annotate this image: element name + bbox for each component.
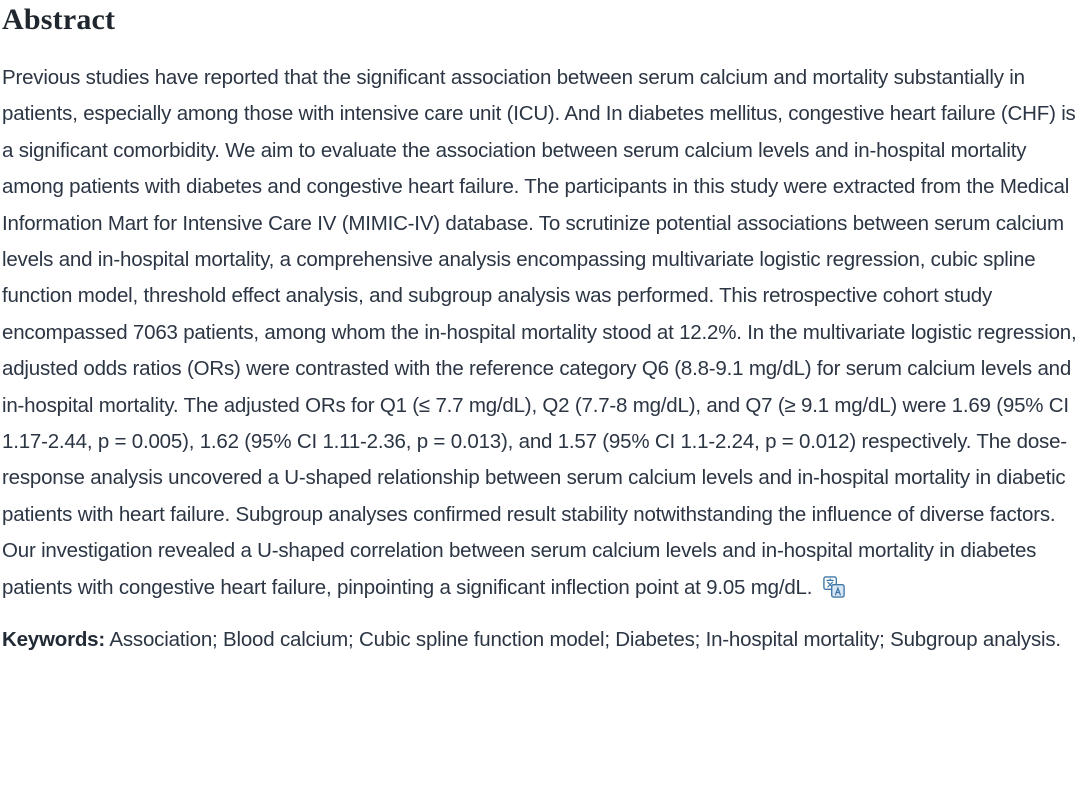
translate-icon[interactable] bbox=[822, 575, 845, 598]
keywords-line: Keywords: Association; Blood calcium; Cu… bbox=[2, 622, 1078, 658]
abstract-section: Abstract Previous studies have reported … bbox=[2, 2, 1078, 658]
abstract-heading-text: Abstract bbox=[2, 3, 116, 36]
abstract-heading: Abstract bbox=[2, 2, 1078, 38]
abstract-paragraph-text: Previous studies have reported that the … bbox=[2, 66, 1077, 599]
keywords-label: Keywords: bbox=[2, 628, 106, 652]
abstract-paragraph: Previous studies have reported that the … bbox=[2, 60, 1078, 606]
keywords-text: Association; Blood calcium; Cubic spline… bbox=[109, 628, 1061, 652]
